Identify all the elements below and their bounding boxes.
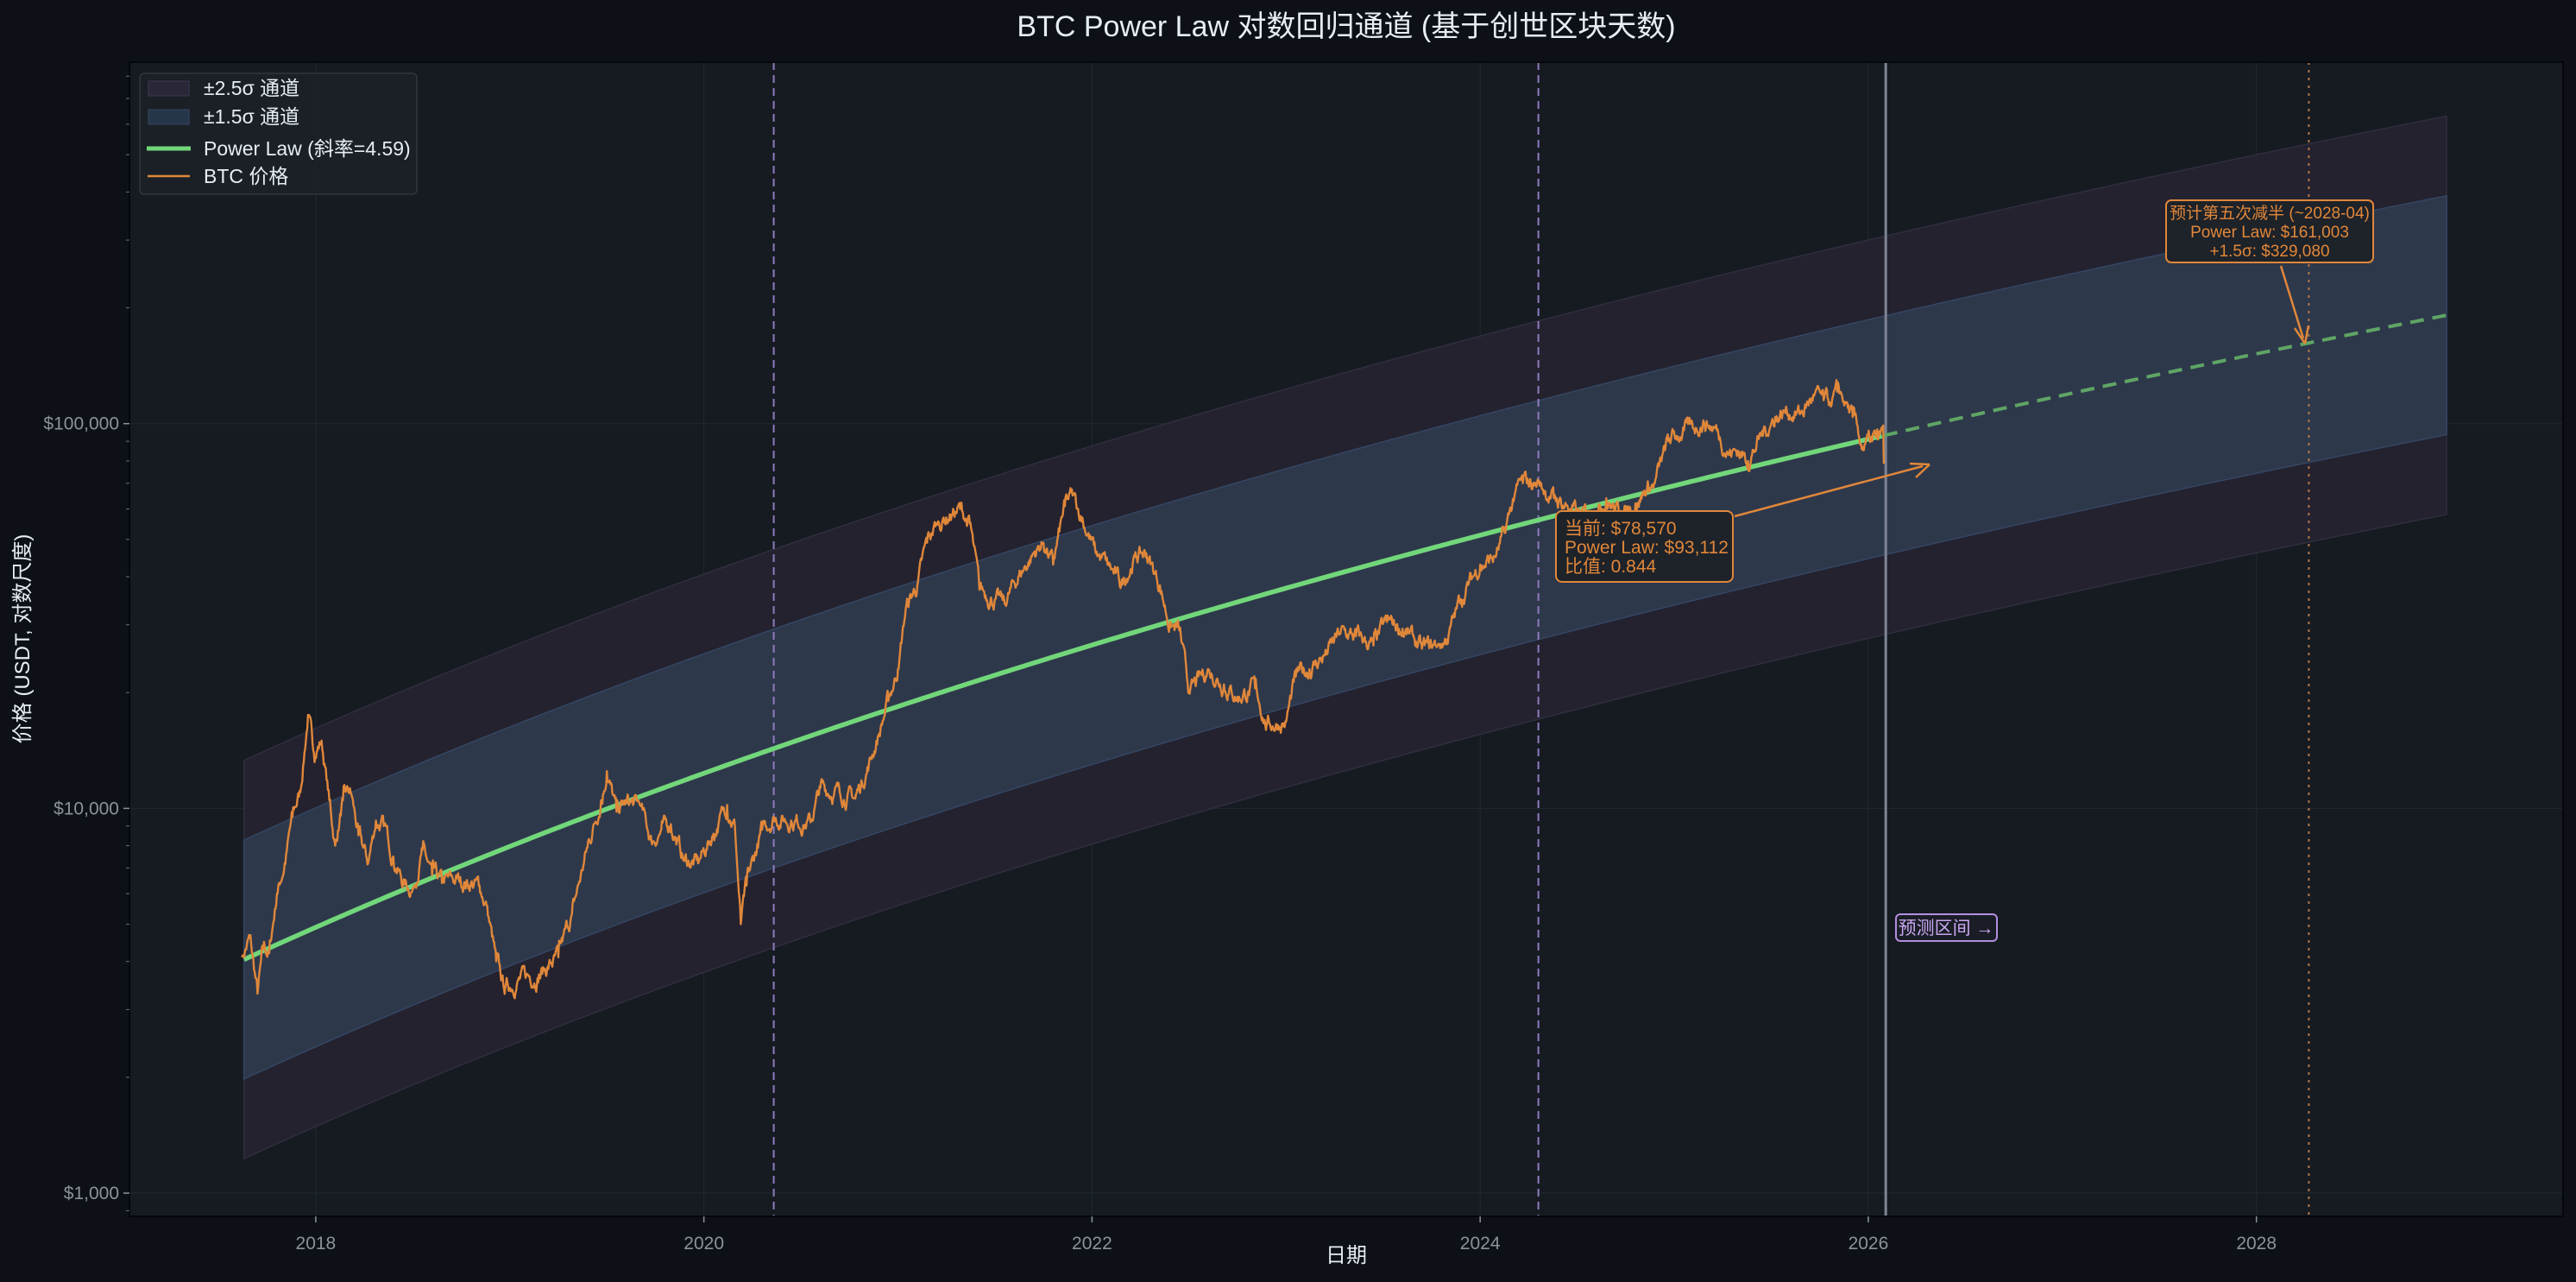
legend-box — [139, 73, 418, 195]
legend-label-btc: BTC 价格 — [204, 165, 288, 187]
current-ratio-text: 比值: 0.844 — [1565, 557, 1657, 577]
y-tick-label: $1,000 — [64, 1184, 119, 1203]
x-axis-label: 日期 — [1326, 1244, 1367, 1267]
current-annotation-arrow — [1734, 464, 1924, 518]
current-annotation-arrowhead — [1909, 462, 1930, 478]
inner-band-1.5-sigma — [242, 194, 2447, 1081]
legend-swatch-outer-band — [148, 80, 190, 97]
halving-annotation: 预计第五次减半 (~2028-04) Power Law: $161,003 +… — [2165, 199, 2374, 344]
forecast-region-label: 预测区间 → — [1895, 913, 1998, 942]
legend-label-outer-band: ±2.5σ 通道 — [204, 77, 299, 99]
chart-title: BTC Power Law 对数回归通道 (基于创世区块天数) — [1017, 10, 1675, 43]
y-tick-label: $100,000 — [43, 414, 119, 434]
current-annotation-box — [1555, 510, 1734, 583]
halving-annotation-box — [2165, 199, 2374, 263]
x-tick-label: 2018 — [296, 1234, 337, 1254]
forecast-label-text: 预测区间 → — [1899, 919, 1994, 938]
legend-label-power-law: Power Law (斜率=4.59) — [204, 137, 411, 160]
x-tick-label: 2024 — [1460, 1234, 1501, 1254]
x-tick-label: 2022 — [1072, 1234, 1112, 1254]
btc-price-line — [241, 379, 1886, 1000]
forecast-label-box — [1895, 913, 1998, 942]
halving-powerlaw-text: Power Law: $161,003 — [2190, 224, 2349, 242]
legend-label-inner-band: ±1.5σ 通道 — [204, 105, 299, 128]
halving-annotation-arrowhead — [2293, 325, 2310, 344]
legend-swatch-inner-band — [148, 109, 190, 125]
current-powerlaw-text: Power Law: $93,112 — [1565, 538, 1729, 558]
current-price-text: 当前: $78,570 — [1565, 519, 1677, 539]
halving-title-text: 预计第五次减半 (~2028-04) — [2170, 204, 2370, 223]
halving-annotation-arrow — [2279, 265, 2305, 339]
y-tick-label: $10,000 — [54, 799, 119, 818]
x-tick-label: 2028 — [2236, 1234, 2277, 1254]
x-tick-label: 2020 — [683, 1234, 724, 1254]
current-price-annotation: 当前: $78,570 Power Law: $93,112 比值: 0.844 — [1555, 462, 1930, 583]
y-axis-label: 价格 (USDT, 对数尺度) — [11, 534, 35, 744]
x-tick-label: 2026 — [1849, 1234, 1889, 1254]
plot-frame — [129, 61, 2564, 1217]
legend: ±2.5σ 通道 ±1.5σ 通道 Power Law (斜率=4.59) BT… — [139, 73, 418, 195]
power-law-projection-line — [1883, 313, 2451, 438]
halving-sigma-text: +1.5σ: $329,080 — [2209, 243, 2329, 261]
